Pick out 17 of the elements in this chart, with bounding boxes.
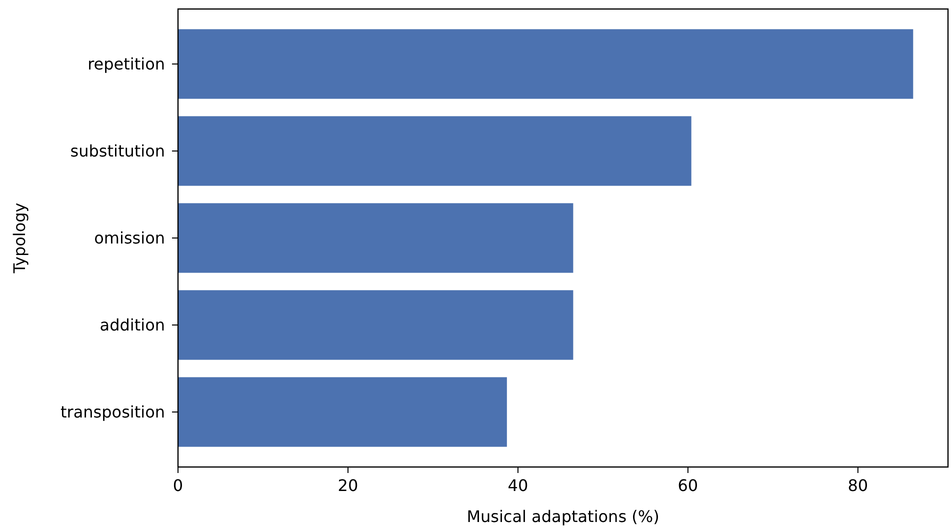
- bar: [178, 116, 692, 186]
- x-axis-title: Musical adaptations (%): [466, 507, 660, 526]
- y-tick-label: transposition: [60, 402, 165, 422]
- x-tick-label: 20: [338, 476, 358, 495]
- bar: [178, 203, 574, 273]
- bar: [178, 377, 507, 447]
- y-tick-label: substitution: [70, 142, 165, 161]
- x-tick-label: 0: [172, 476, 184, 495]
- y-axis-title: Typology: [10, 202, 29, 274]
- bar: [178, 290, 574, 360]
- y-tick-label: addition: [100, 316, 165, 335]
- y-tick-label: omission: [94, 228, 165, 248]
- x-tick-label: 60: [678, 476, 698, 495]
- bar: [178, 29, 914, 99]
- x-tick-label: 80: [848, 476, 868, 495]
- x-tick-label: 40: [508, 476, 528, 495]
- y-tick-label: repetition: [88, 54, 165, 74]
